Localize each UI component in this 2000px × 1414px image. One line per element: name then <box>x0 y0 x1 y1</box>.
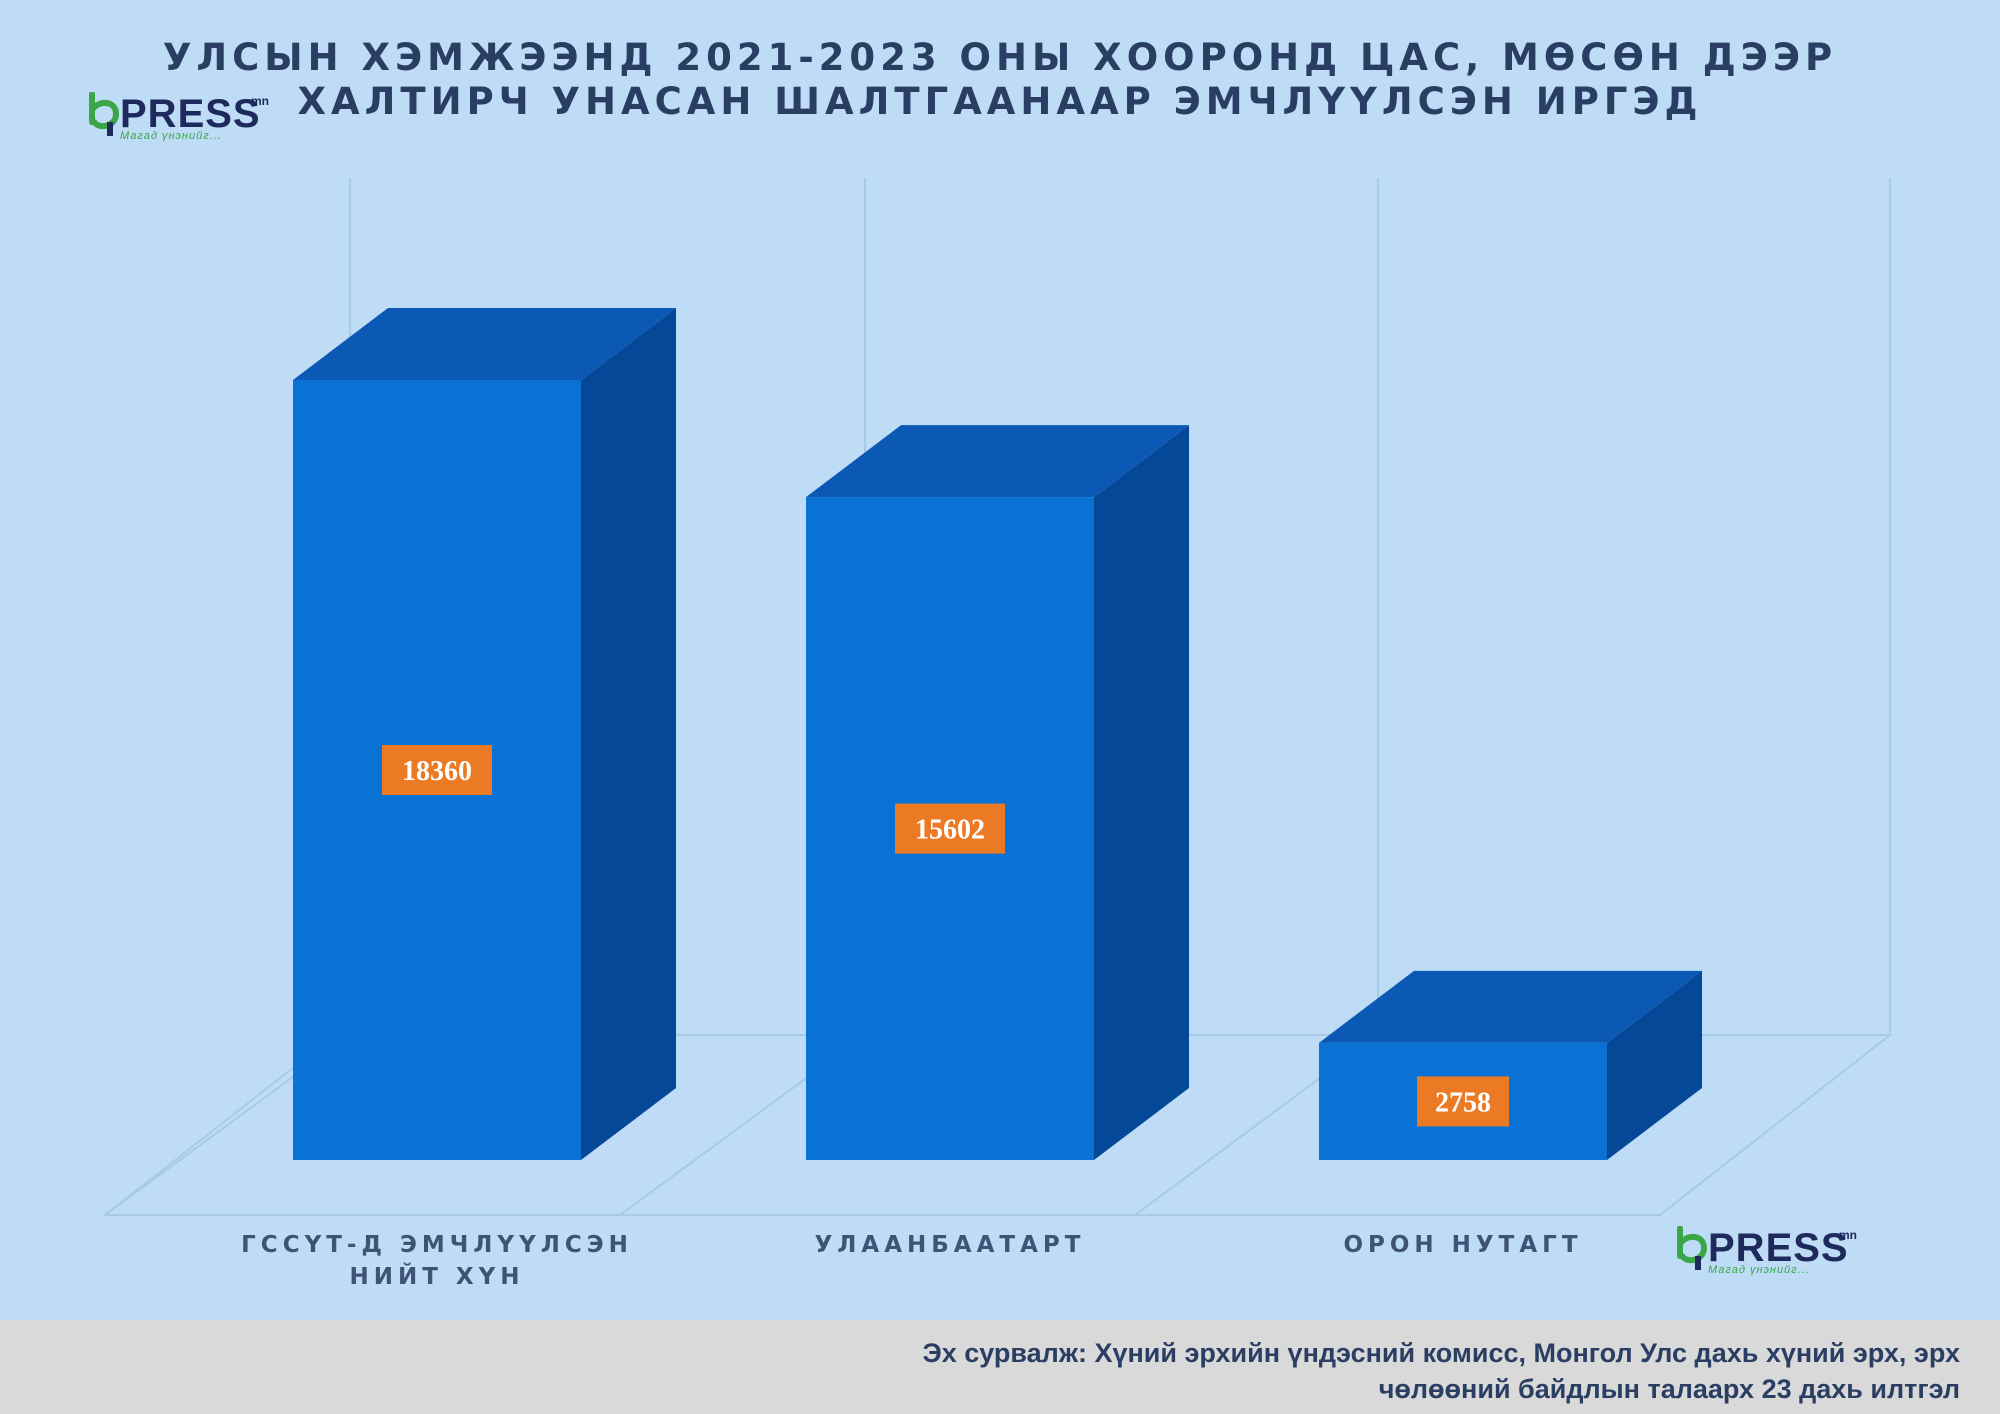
chart-area: 18360 ГССҮТ-Д ЭМЧЛҮҮЛСЭН НИЙТ ХҮН 15602 УЛАА… <box>102 178 1893 1290</box>
logo-slogan: Магад үнэнийг... <box>1708 1264 1810 1276</box>
bar-side <box>1094 425 1189 1160</box>
data-label-box <box>382 745 492 795</box>
logo-sup: mn <box>251 94 269 108</box>
source-line-1: Эх сурвалж: Хүний эрхийн үндэсний комисс… <box>922 1338 1960 1368</box>
bpress-logo-bottom: PRESS mn Магад үнэнийг... <box>1674 1226 1874 1282</box>
data-label-box <box>895 803 1005 854</box>
logo-word: PRESS <box>120 92 261 136</box>
bpress-logo-mark-icon <box>89 92 120 136</box>
logo-word: PRESS <box>1708 1226 1849 1270</box>
category-label: УЛААНБААТАРТ <box>815 1232 1086 1258</box>
source-line-2: чөлөөний байдлын талаарх 23 дахь илтгэл <box>1378 1374 1960 1404</box>
data-label: 18360 <box>402 756 472 787</box>
data-label: 15602 <box>915 815 985 846</box>
data-label-box <box>1417 1076 1509 1127</box>
category-label: ГССҮТ-Д ЭМЧЛҮҮЛСЭН <box>241 1232 633 1258</box>
bar-top <box>1319 970 1702 1043</box>
chart-title-line-1: УЛСЫН ХЭМЖЭЭНД 2021-2023 ОНЫ ХООРОНД ЦАС… <box>162 36 1838 79</box>
source-footer: Эх сурвалж: Хүний эрхийн үндэсний комисс… <box>0 1320 2000 1414</box>
bar-side <box>581 308 676 1160</box>
logo-sup: mn <box>1839 1228 1857 1242</box>
bpress-logo-top: PRESS mn Магад үнэнийг... <box>86 92 286 148</box>
logo-slogan: Магад үнэнийг... <box>120 130 222 142</box>
data-label: 2758 <box>1435 1087 1491 1118</box>
bar-side <box>1607 970 1702 1160</box>
category-label: ОРОН НУТАГТ <box>1343 1232 1582 1258</box>
category-label: НИЙТ ХҮН <box>349 1262 524 1290</box>
bar-chart: 18360 ГССҮТ-Д ЭМЧЛҮҮЛСЭН НИЙТ ХҮН 15602 УЛАА… <box>102 178 1893 1290</box>
chart-title-line-2: ХАЛТИРЧ УНАСАН ШАЛТГААНААР ЭМЧЛҮҮЛСЭН ИР… <box>297 80 1703 123</box>
bar-top <box>806 425 1189 498</box>
bar-top <box>293 308 676 380</box>
bpress-logo-mark-icon <box>1677 1226 1708 1270</box>
